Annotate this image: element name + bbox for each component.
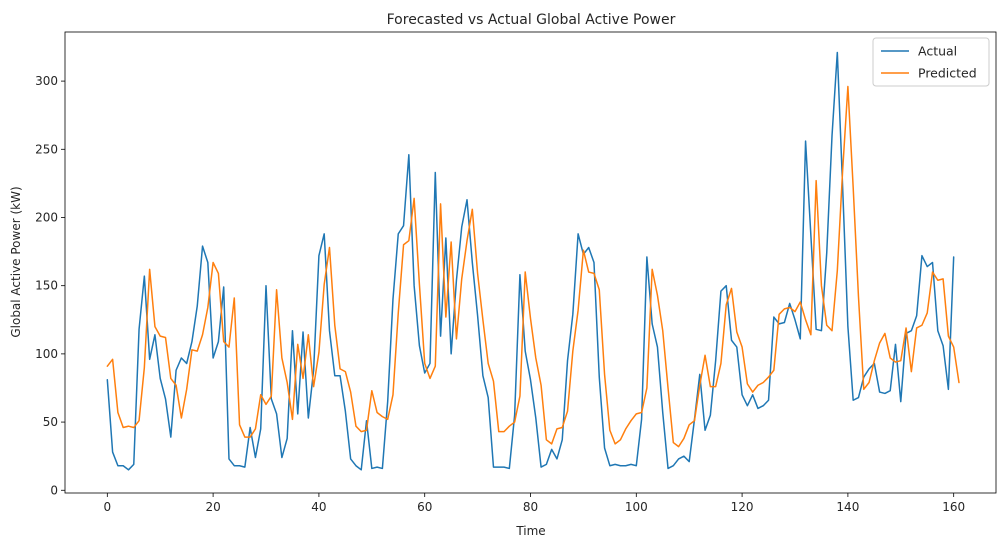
x-tick-label: 120 <box>731 500 754 514</box>
x-tick-label: 160 <box>942 500 965 514</box>
y-axis-label: Global Active Power (kW) <box>9 186 23 337</box>
y-tick-label: 100 <box>35 347 58 361</box>
y-tick-label: 300 <box>35 74 58 88</box>
x-tick-label: 0 <box>103 500 111 514</box>
x-tick-label: 80 <box>523 500 538 514</box>
x-tick-label: 40 <box>311 500 326 514</box>
legend: Actual Predicted <box>873 38 989 86</box>
chart-title: Forecasted vs Actual Global Active Power <box>387 12 676 28</box>
x-tick-label: 20 <box>205 500 220 514</box>
legend-label-predicted: Predicted <box>918 66 977 81</box>
y-tick-label: 250 <box>35 142 58 156</box>
legend-label-actual: Actual <box>918 44 957 59</box>
x-tick-label: 60 <box>417 500 432 514</box>
y-tick-label: 0 <box>50 483 58 497</box>
x-tick-label: 140 <box>836 500 859 514</box>
y-tick-label: 150 <box>35 279 58 293</box>
x-axis-label: Time <box>515 524 545 538</box>
y-tick-label: 200 <box>35 210 58 224</box>
y-tick-label: 50 <box>43 415 58 429</box>
x-tick-label: 100 <box>625 500 648 514</box>
